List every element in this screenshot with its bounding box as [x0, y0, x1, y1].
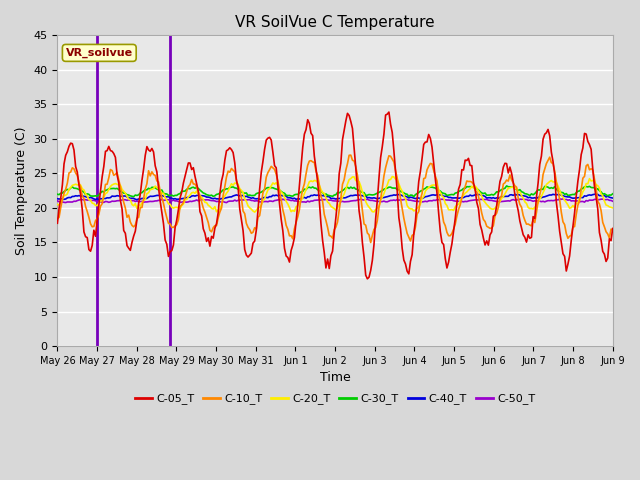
C-05_T [176, 195, 184, 201]
C-30_T [503, 183, 511, 189]
C-10_T [54, 216, 61, 221]
C-30_T [518, 189, 525, 194]
C-05_T [364, 276, 371, 282]
X-axis label: Time: Time [319, 372, 351, 384]
C-20_T [54, 202, 61, 207]
C-05_T [367, 267, 374, 273]
C-10_T [347, 152, 355, 158]
C-20_T [60, 192, 68, 198]
Line: C-30_T: C-30_T [58, 186, 612, 197]
Line: C-10_T: C-10_T [58, 155, 612, 242]
C-50_T [509, 197, 517, 203]
C-40_T [60, 196, 68, 202]
C-40_T [133, 197, 141, 203]
C-20_T [388, 174, 396, 180]
Line: C-05_T: C-05_T [58, 112, 612, 279]
Y-axis label: Soil Temperature (C): Soil Temperature (C) [15, 126, 28, 255]
C-50_T [176, 199, 184, 205]
C-50_T [220, 199, 227, 204]
Text: VR_soilvue: VR_soilvue [66, 48, 133, 58]
C-50_T [223, 200, 230, 205]
C-10_T [511, 183, 519, 189]
Title: VR SoilVue C Temperature: VR SoilVue C Temperature [236, 15, 435, 30]
C-20_T [609, 205, 616, 211]
C-50_T [54, 198, 61, 204]
C-05_T [60, 161, 68, 167]
C-05_T [220, 171, 227, 177]
C-40_T [367, 195, 374, 201]
C-10_T [609, 227, 616, 233]
C-10_T [60, 191, 68, 196]
C-20_T [518, 192, 525, 198]
Line: C-20_T: C-20_T [58, 177, 612, 212]
C-05_T [385, 109, 393, 115]
C-40_T [221, 195, 228, 201]
C-20_T [367, 206, 374, 212]
C-50_T [367, 198, 374, 204]
C-40_T [178, 196, 186, 202]
C-50_T [516, 196, 524, 202]
C-30_T [54, 192, 61, 197]
C-10_T [220, 192, 227, 198]
C-10_T [176, 204, 184, 209]
C-10_T [367, 240, 374, 245]
C-05_T [609, 226, 616, 231]
C-20_T [220, 195, 227, 201]
C-30_T [367, 192, 374, 198]
C-05_T [511, 192, 519, 198]
C-40_T [509, 192, 517, 198]
Line: C-40_T: C-40_T [58, 194, 612, 200]
C-50_T [609, 198, 616, 204]
C-40_T [609, 195, 616, 201]
C-30_T [130, 194, 138, 200]
Legend: C-05_T, C-10_T, C-20_T, C-30_T, C-40_T, C-50_T: C-05_T, C-10_T, C-20_T, C-30_T, C-40_T, … [131, 389, 540, 409]
C-30_T [511, 185, 519, 191]
C-30_T [60, 189, 68, 194]
C-10_T [369, 233, 376, 239]
C-50_T [559, 196, 567, 202]
C-50_T [60, 200, 68, 205]
C-05_T [54, 220, 61, 226]
C-20_T [176, 206, 184, 212]
C-10_T [518, 204, 525, 210]
C-30_T [178, 188, 186, 194]
C-30_T [221, 187, 228, 192]
C-30_T [609, 191, 616, 197]
C-05_T [518, 225, 525, 230]
C-40_T [54, 196, 61, 202]
C-20_T [511, 186, 519, 192]
C-40_T [516, 192, 524, 198]
C-20_T [251, 209, 259, 215]
C-40_T [592, 191, 600, 197]
Line: C-50_T: C-50_T [58, 199, 612, 203]
